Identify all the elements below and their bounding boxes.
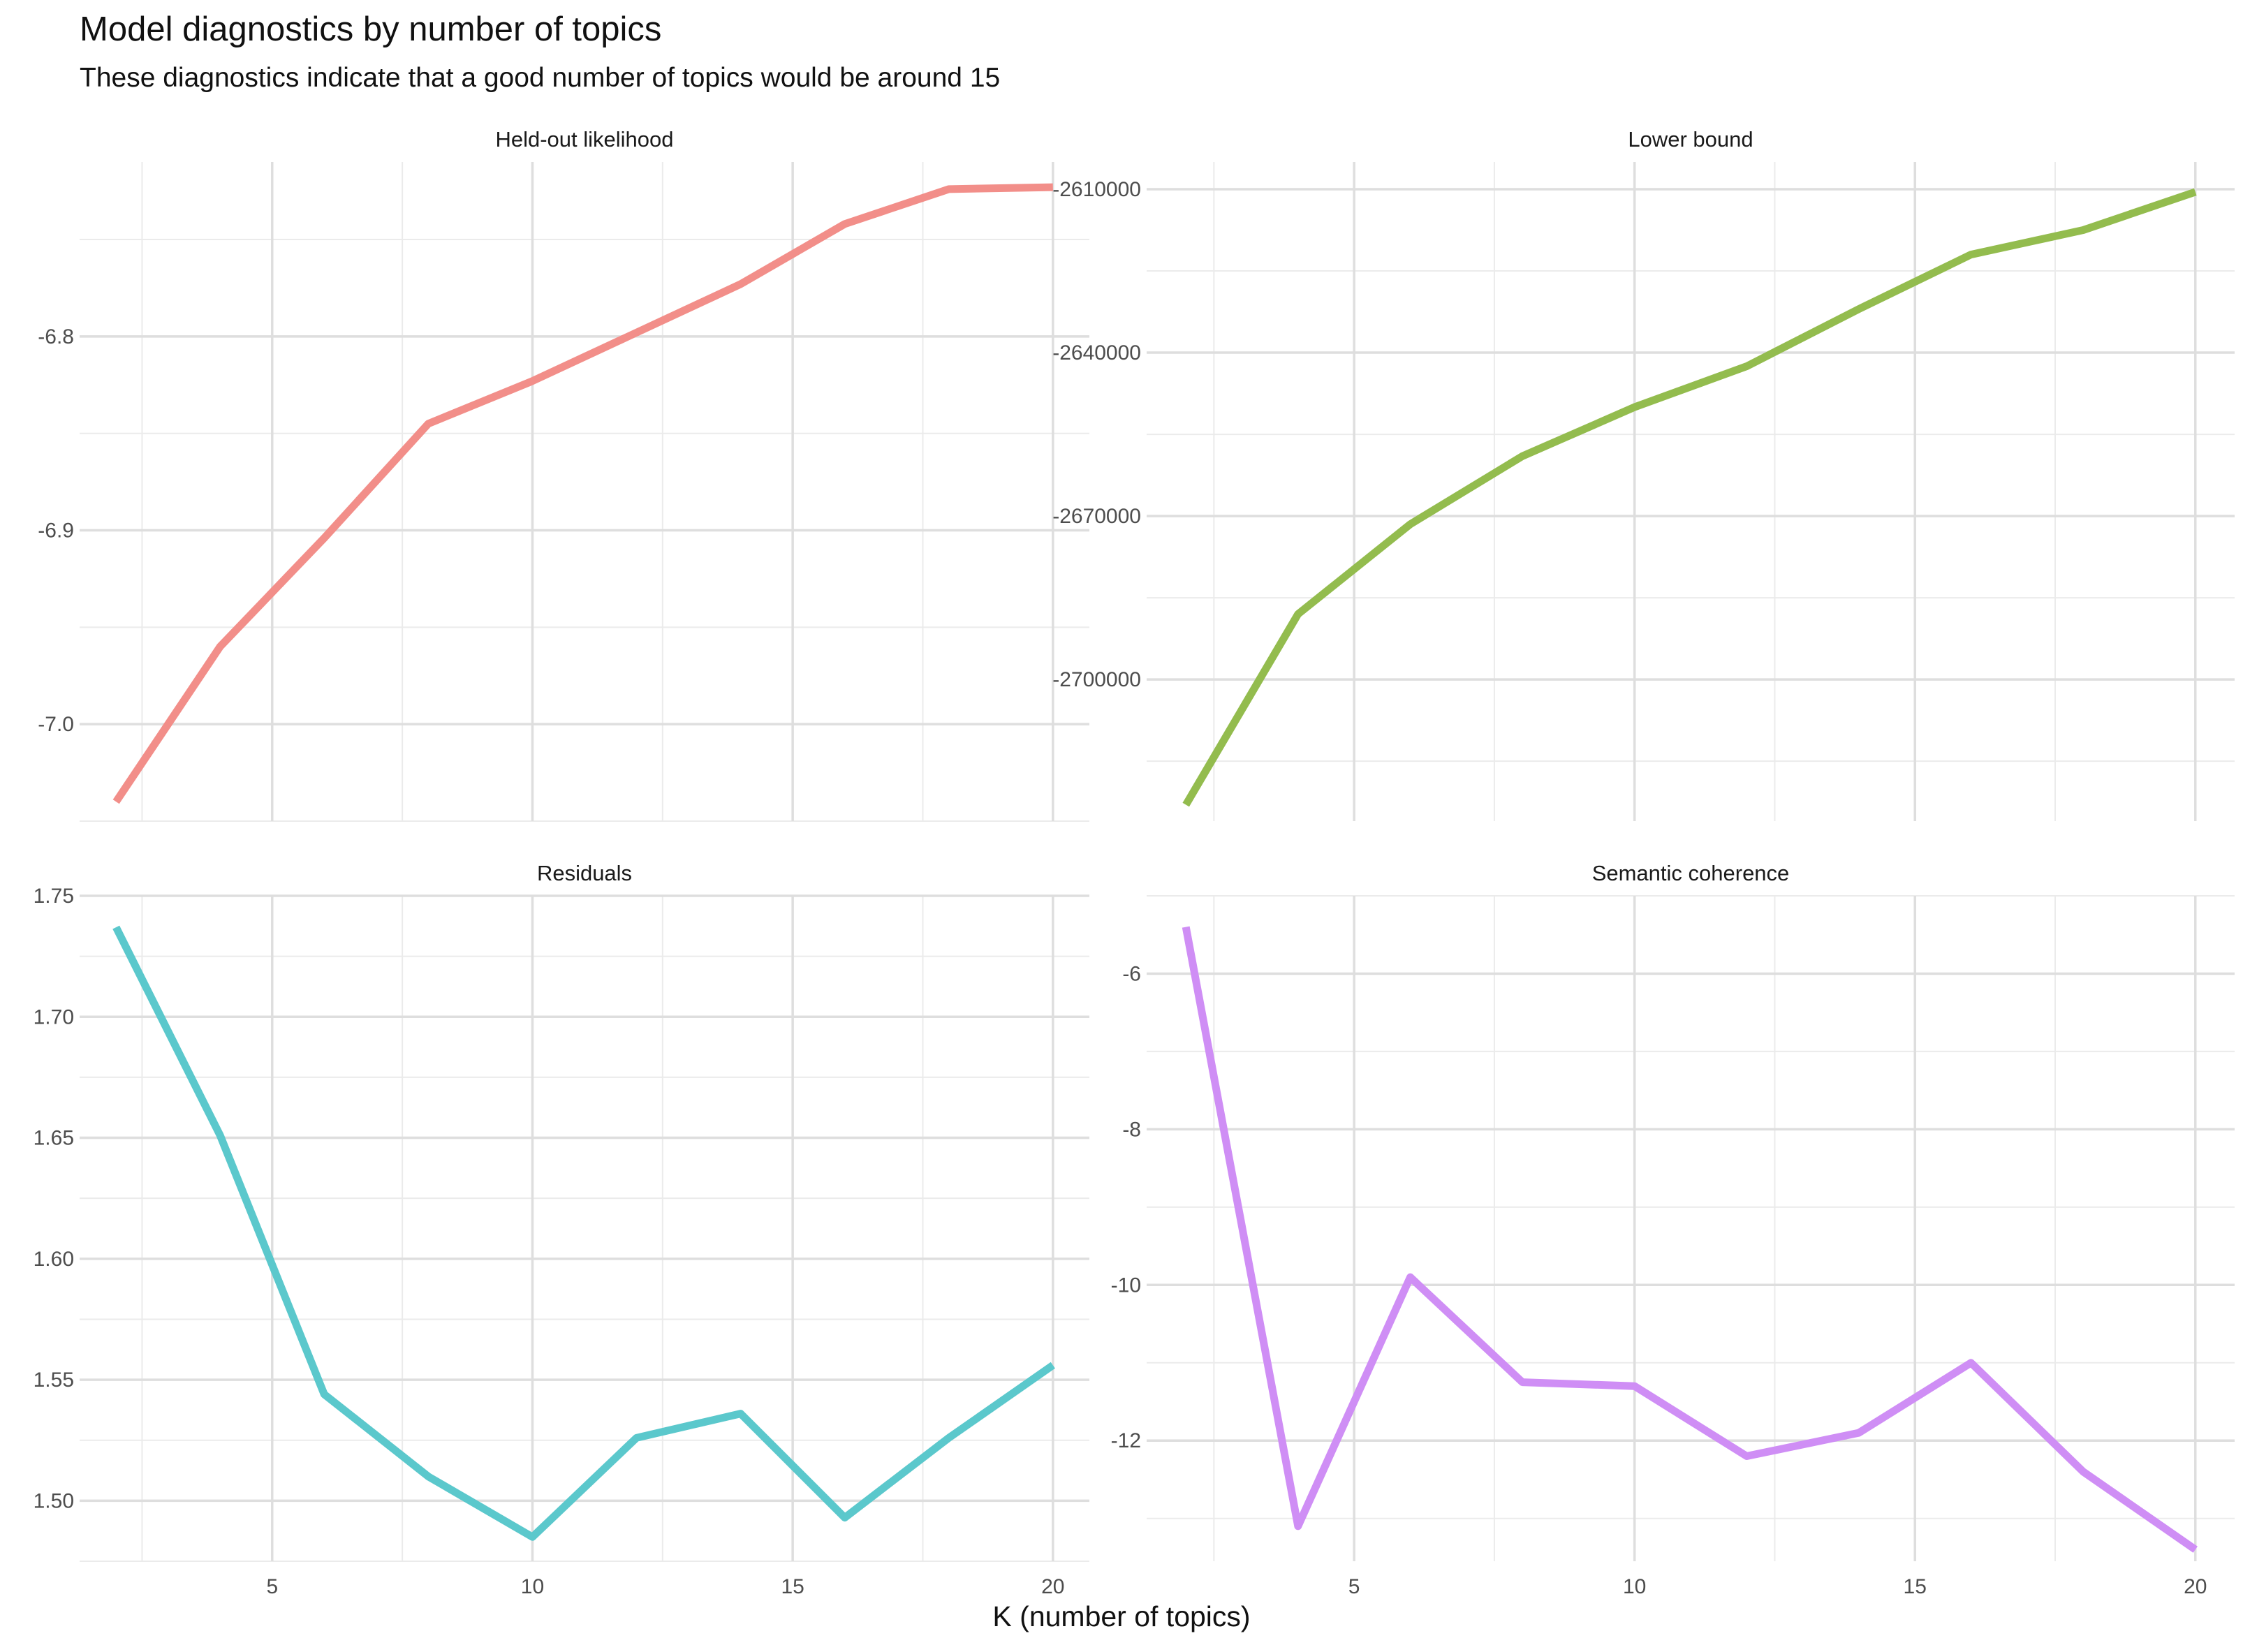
held-out-likelihood-ytick-label: -6.9: [38, 519, 74, 543]
lower-bound-series-line: [1182, 188, 2197, 807]
chart-subtitle: These diagnostics indicate that a good n…: [80, 63, 1001, 93]
held-out-likelihood-ytick-label: -7.0: [38, 713, 74, 736]
semantic-coherence-strip-title: Semantic coherence: [1592, 861, 1790, 885]
semantic-coherence-ytick-label: -10: [1111, 1274, 1141, 1297]
x-axis-label: K (number of topics): [992, 1600, 1251, 1632]
semantic-coherence-xtick-label: 5: [1348, 1575, 1360, 1598]
lower-bound-ytick-label: -2700000: [1052, 668, 1141, 691]
lower-bound-ytick-label: -2610000: [1052, 178, 1141, 201]
residuals-ytick-label: 1.70: [34, 1005, 74, 1028]
semantic-coherence-xtick-label: 10: [1623, 1575, 1646, 1598]
residuals-xtick-label: 15: [781, 1575, 804, 1598]
held-out-likelihood-strip-title: Held-out likelihood: [495, 127, 673, 152]
lower-bound-ytick-label: -2670000: [1052, 505, 1141, 528]
residuals-ytick-label: 1.55: [34, 1369, 74, 1392]
held-out-likelihood-ytick-label: -6.8: [38, 325, 74, 348]
residuals-ytick-label: 1.75: [34, 885, 74, 908]
semantic-coherence-ytick-label: -8: [1122, 1118, 1141, 1141]
held-out-likelihood-series-line: [112, 183, 1053, 804]
lower-bound-ytick-label: -2640000: [1052, 341, 1141, 364]
residuals-xtick-label: 5: [266, 1575, 278, 1598]
semantic-coherence-ytick-label: -12: [1111, 1429, 1141, 1452]
residuals-series-line: [112, 925, 1055, 1541]
residuals-ytick-label: 1.65: [34, 1127, 74, 1150]
semantic-coherence-xtick-label: 15: [1904, 1575, 1927, 1598]
semantic-coherence-ytick-label: -6: [1122, 962, 1141, 985]
semantic-coherence-xtick-label: 20: [2184, 1575, 2207, 1598]
residuals-strip-title: Residuals: [537, 861, 632, 885]
residuals-xtick-label: 20: [1041, 1575, 1064, 1598]
residuals-ytick-label: 1.60: [34, 1248, 74, 1271]
chart-title: Model diagnostics by number of topics: [80, 10, 662, 48]
semantic-coherence-series-line: [1182, 926, 2198, 1553]
lower-bound-strip-title: Lower bound: [1628, 127, 1753, 152]
residuals-xtick-label: 10: [521, 1575, 544, 1598]
residuals-ytick-label: 1.50: [34, 1489, 74, 1512]
